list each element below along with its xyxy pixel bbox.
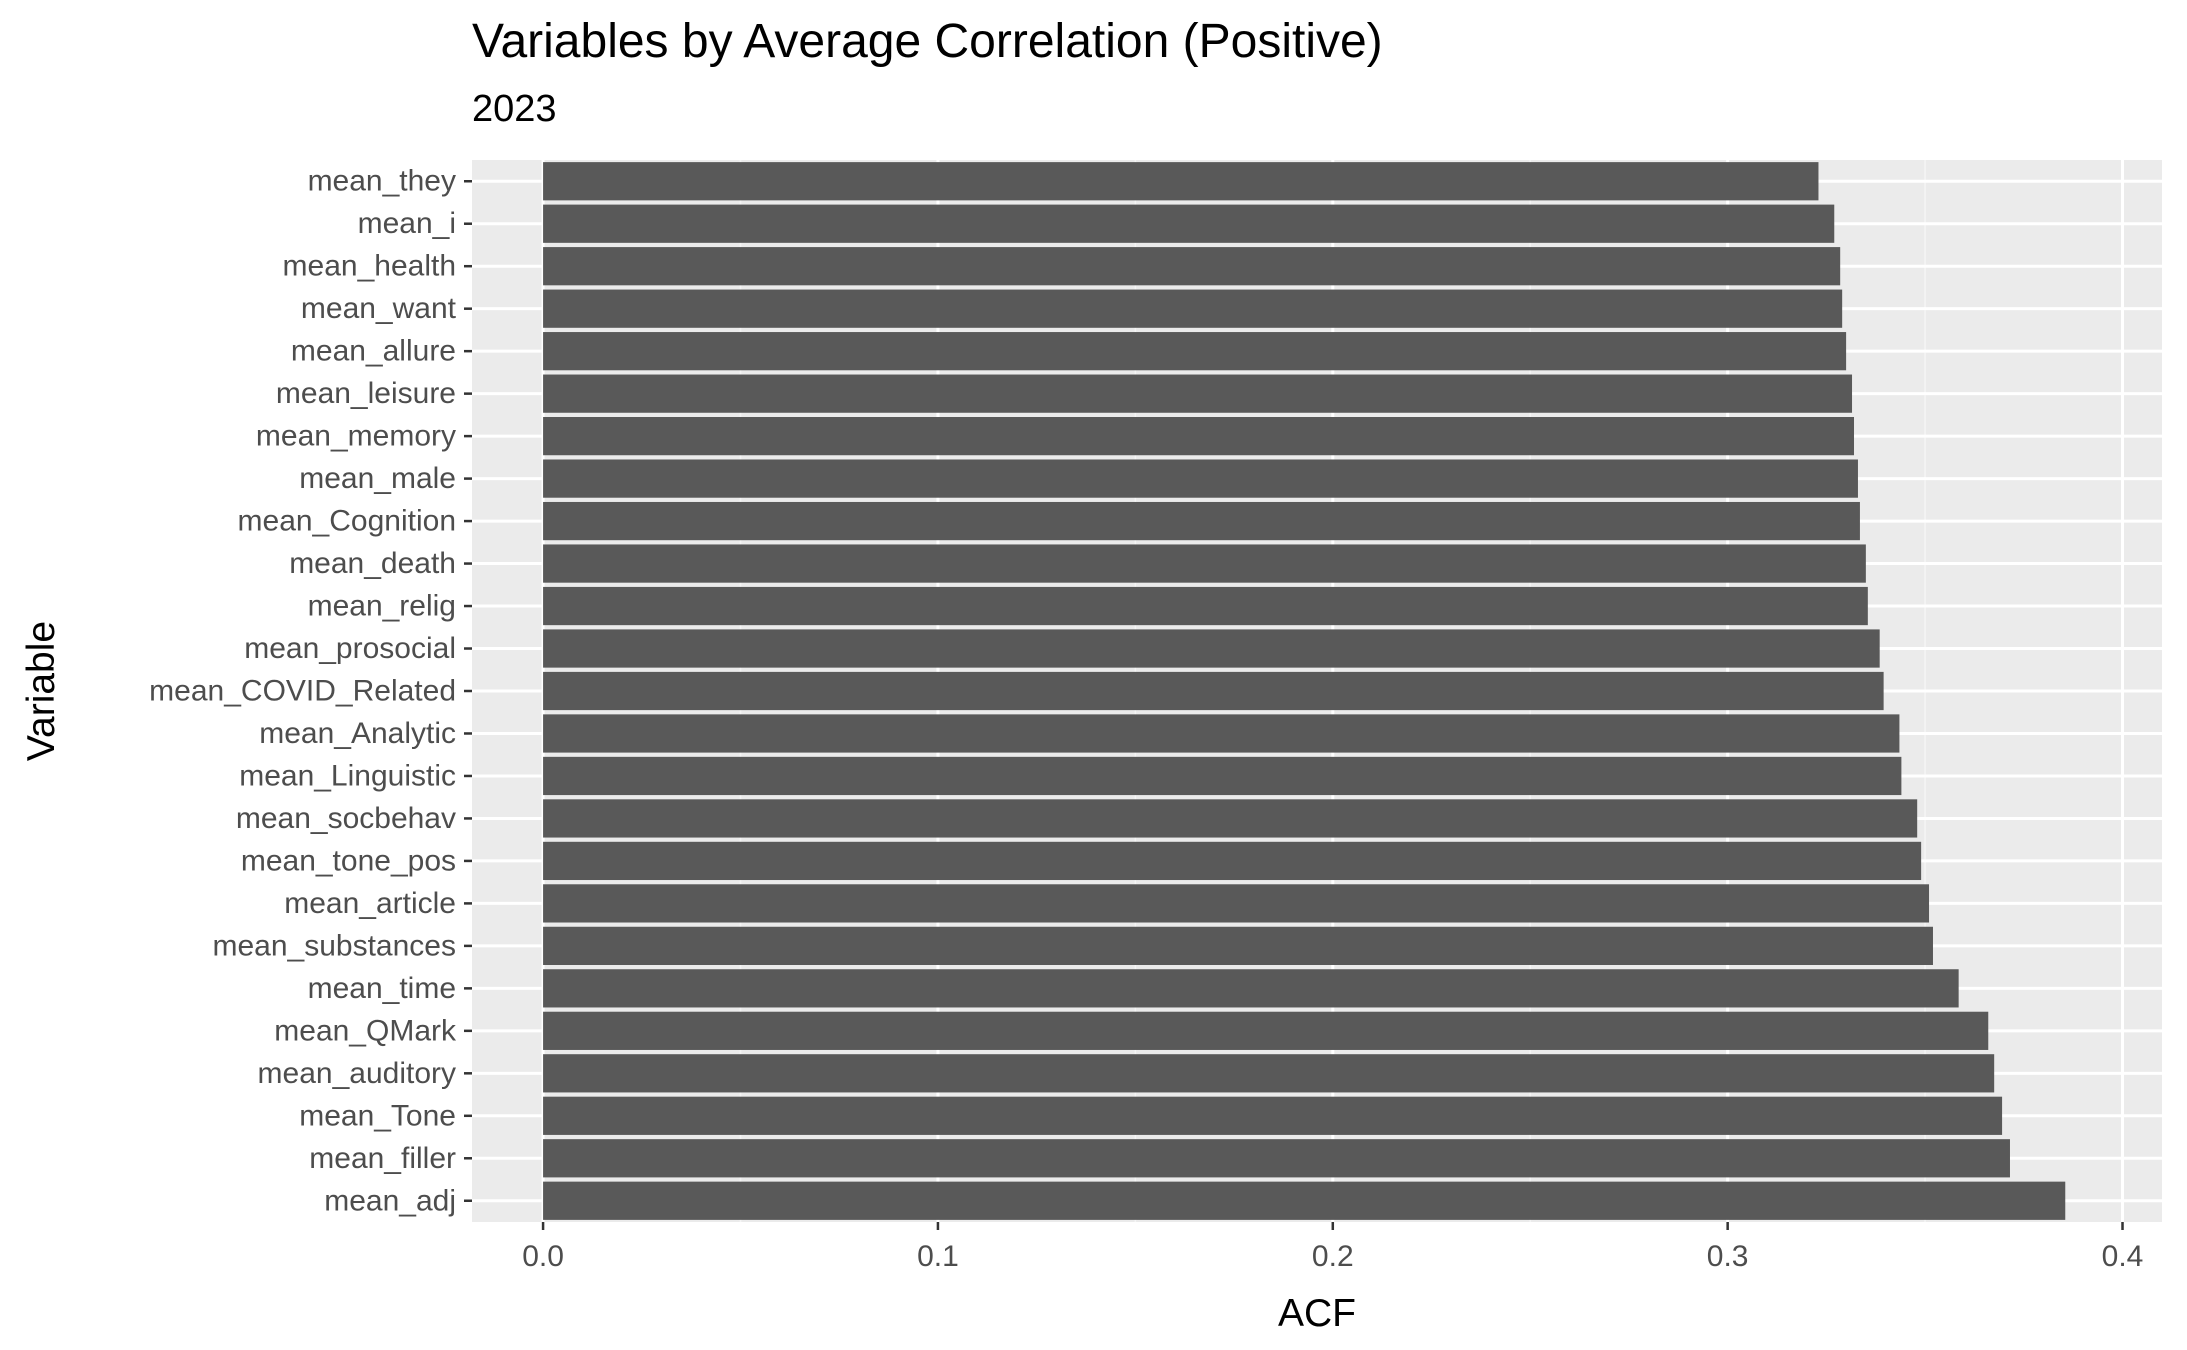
- y-tick-label: mean_socbehav: [236, 802, 456, 835]
- y-tick-label: mean_Cognition: [238, 505, 456, 538]
- bar-mean-tone-pos: [543, 841, 1922, 881]
- bar-mean-socbehav: [543, 799, 1918, 838]
- y-tick-label: mean_substances: [213, 929, 457, 962]
- y-tick-label: mean_article: [284, 887, 456, 920]
- y-tick-label: mean_filler: [309, 1142, 456, 1175]
- x-tick-label: 0.0: [522, 1240, 564, 1273]
- bars: [543, 162, 2066, 1220]
- chart-subtitle: 2023: [472, 88, 557, 130]
- y-tick-label: mean_COVID_Related: [149, 675, 456, 708]
- bar-mean-covid-related: [543, 671, 1884, 711]
- bar-mean-cognition: [543, 501, 1860, 541]
- bar-mean-prosocial: [543, 629, 1880, 668]
- bar-mean-auditory: [543, 1054, 1995, 1093]
- x-tick-label: 0.2: [1312, 1240, 1354, 1273]
- bar-mean-memory: [543, 417, 1855, 456]
- y-tick-label: mean_Linguistic: [239, 759, 456, 792]
- y-tick-label: mean_Tone: [299, 1099, 456, 1132]
- y-tick-label: mean_male: [299, 462, 456, 495]
- bar-mean-relig: [543, 586, 1868, 626]
- bar-mean-tone: [543, 1096, 2003, 1135]
- y-tick-label: mean_want: [301, 292, 457, 325]
- bar-mean-substances: [543, 926, 1933, 965]
- y-tick-label: mean_adj: [324, 1184, 456, 1217]
- y-tick-label: mean_health: [283, 250, 456, 283]
- bar-mean-linguistic: [543, 756, 1902, 796]
- y-tick-label: mean_auditory: [258, 1057, 456, 1090]
- bar-mean-they: [543, 162, 1819, 201]
- y-tick-label: mean_i: [358, 207, 456, 240]
- x-tick-label: 0.4: [2102, 1240, 2144, 1273]
- bar-mean-article: [543, 884, 1930, 923]
- y-tick-label: mean_QMark: [274, 1014, 457, 1047]
- x-axis-title: ACF: [1278, 1292, 1356, 1335]
- y-tick-label: mean_memory: [256, 420, 456, 453]
- y-axis: mean_they mean_i mean_health mean_want mean_…: [149, 165, 472, 1217]
- y-tick-label: mean_time: [308, 972, 456, 1005]
- y-tick-label: mean_allure: [291, 335, 456, 368]
- bar-mean-leisure: [543, 374, 1853, 413]
- bar-mean-filler: [543, 1139, 2010, 1178]
- bar-mean-want: [543, 289, 1843, 328]
- chart-title: Variables by Average Correlation (Positi…: [472, 15, 1383, 68]
- y-tick-label: mean_Analytic: [259, 717, 456, 750]
- x-tick-label: 0.3: [1707, 1240, 1749, 1273]
- bar-mean-allure: [543, 332, 1847, 371]
- y-tick-label: mean_they: [308, 165, 456, 198]
- x-axis: 0.0 0.1 0.2 0.3 0.4: [522, 1222, 2143, 1273]
- bar-mean-death: [543, 544, 1866, 583]
- y-tick-label: mean_tone_pos: [241, 844, 456, 877]
- y-axis-title: Variable: [20, 621, 63, 761]
- y-tick-label: mean_leisure: [276, 377, 456, 410]
- bar-mean-time: [543, 969, 1959, 1008]
- bar-mean-qmark: [543, 1011, 1989, 1050]
- bar-mean-health: [543, 247, 1841, 286]
- bar-mean-adj: [543, 1181, 2066, 1220]
- bar-mean-male: [543, 459, 1858, 498]
- bar-mean-i: [543, 204, 1835, 243]
- bar-mean-analytic: [543, 714, 1900, 753]
- x-tick-label: 0.1: [917, 1240, 959, 1273]
- y-tick-label: mean_death: [289, 547, 456, 580]
- y-tick-label: mean_relig: [308, 590, 456, 623]
- y-tick-label: mean_prosocial: [244, 632, 456, 665]
